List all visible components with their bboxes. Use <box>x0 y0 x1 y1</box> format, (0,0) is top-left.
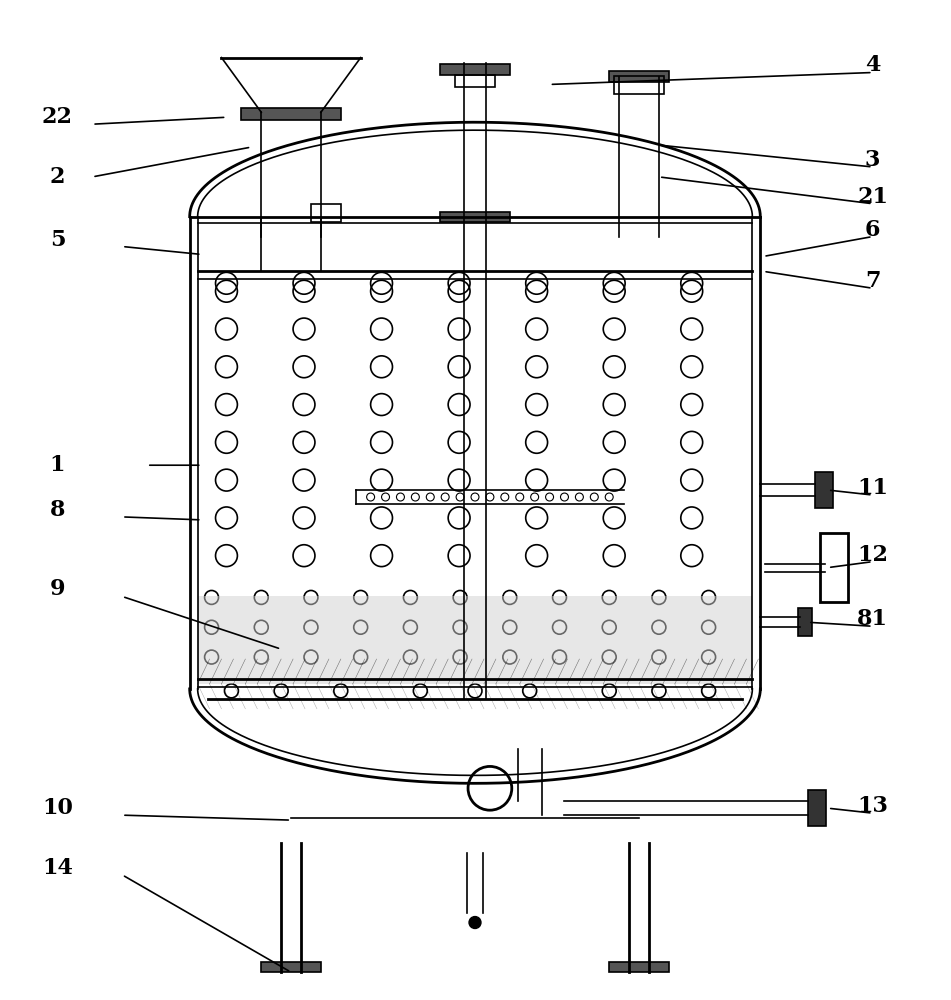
Text: 10: 10 <box>42 797 73 819</box>
Text: 8: 8 <box>49 499 66 521</box>
Bar <box>610 962 669 972</box>
Text: 22: 22 <box>42 106 73 128</box>
Text: 5: 5 <box>49 229 66 251</box>
Text: 7: 7 <box>864 270 881 292</box>
Bar <box>262 962 320 972</box>
Text: 9: 9 <box>49 578 66 600</box>
Bar <box>820 533 847 602</box>
Text: 4: 4 <box>865 54 881 76</box>
Bar <box>798 608 812 636</box>
Text: 6: 6 <box>864 219 881 241</box>
Bar <box>242 108 340 120</box>
Bar <box>610 71 669 82</box>
Circle shape <box>469 917 481 928</box>
Text: 12: 12 <box>857 544 888 566</box>
Text: 81: 81 <box>857 608 888 630</box>
Bar <box>815 472 833 508</box>
Bar <box>614 76 664 94</box>
Text: 3: 3 <box>865 149 881 171</box>
Text: 2: 2 <box>49 166 66 188</box>
Bar <box>311 204 340 222</box>
Text: 13: 13 <box>857 795 888 817</box>
Bar <box>808 790 825 826</box>
Bar <box>440 212 510 222</box>
Text: 14: 14 <box>42 857 73 879</box>
Bar <box>456 75 495 87</box>
Text: 1: 1 <box>49 454 66 476</box>
Bar <box>198 596 752 684</box>
Bar <box>440 64 510 75</box>
Text: 21: 21 <box>857 186 888 208</box>
Text: 11: 11 <box>857 477 888 499</box>
